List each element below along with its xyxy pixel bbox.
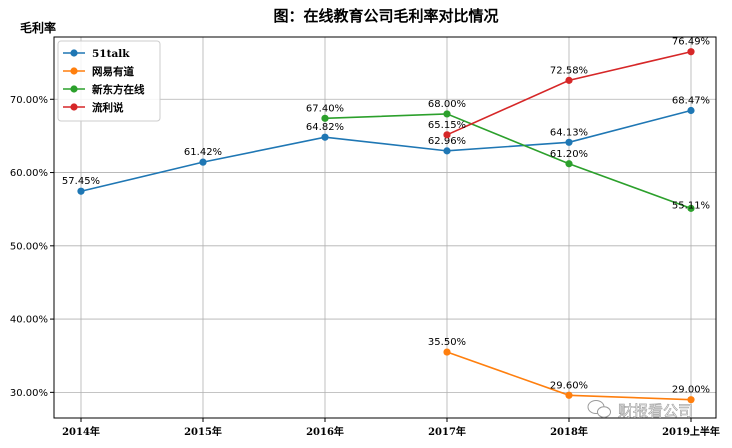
series-line	[80, 109, 692, 193]
legend-box	[57, 40, 161, 122]
data-point	[443, 110, 451, 118]
data-label: 61.42%	[184, 147, 222, 158]
data-label: 76.49%	[672, 37, 710, 48]
axes: 30.00% 40.00% 50.00% 60.00% 70.00% 2014年 2015年…	[10, 36, 720, 438]
x-tick-label: 2018年	[550, 425, 588, 438]
legend-label: 网易有道	[92, 65, 134, 78]
legend-marker	[70, 85, 78, 93]
watermark-text: 财报看公司	[618, 402, 693, 420]
x-tick-label: 2017年	[428, 425, 466, 438]
data-point	[321, 114, 329, 122]
series-lines: 57.45% 61.42% 64.82% 62.96% 64.13% 68.47% 35.5…	[62, 37, 710, 404]
x-tick-label: 2015年	[184, 425, 222, 438]
y-tick-label: 70.00%	[10, 95, 48, 106]
chart-title: 图：在线教育公司毛利率对比情况	[273, 7, 498, 25]
y-tick-label: 60.00%	[10, 168, 48, 179]
x-tick-label: 2014年	[62, 425, 100, 438]
data-label: 61.20%	[550, 149, 588, 160]
data-label: 29.60%	[550, 380, 588, 391]
legend-marker	[70, 103, 78, 111]
data-point	[321, 133, 329, 141]
legend-marker	[70, 67, 78, 75]
series-line	[324, 113, 692, 210]
data-point	[443, 131, 451, 139]
data-point	[687, 396, 695, 404]
y-tick-label: 50.00%	[10, 241, 48, 252]
legend-label: 51talk	[92, 48, 130, 60]
data-label: 64.13%	[550, 127, 588, 138]
grid-lines	[54, 37, 716, 418]
data-label: 62.96%	[428, 136, 466, 147]
y-axis-label: 毛利率	[20, 20, 56, 35]
data-point	[565, 391, 573, 399]
data-point	[565, 138, 573, 146]
legend-label: 新东方在线	[92, 83, 145, 96]
data-label: 35.50%	[428, 337, 466, 348]
data-point	[443, 147, 451, 155]
y-tick-label: 30.00%	[10, 388, 48, 399]
data-point	[565, 160, 573, 168]
plot-frame	[53, 36, 717, 419]
wechat-icon	[587, 400, 611, 418]
data-label: 72.58%	[550, 65, 588, 76]
data-label: 67.40%	[306, 103, 344, 114]
data-label: 68.47%	[672, 95, 710, 106]
data-point	[77, 187, 85, 195]
watermark: 财报看公司	[587, 400, 693, 420]
data-point	[687, 48, 695, 56]
legend-marker	[70, 49, 78, 57]
data-label: 29.00%	[672, 385, 710, 396]
x-tick-label: 2016年	[306, 425, 344, 438]
data-label: 57.45%	[62, 176, 100, 187]
data-point	[443, 348, 451, 356]
data-label: 55.11%	[672, 200, 710, 211]
x-tick-label: 2019上半年	[662, 425, 720, 438]
data-label: 64.82%	[306, 122, 344, 133]
legend-label: 流利说	[92, 101, 124, 114]
data-point	[565, 76, 573, 84]
data-point	[687, 106, 695, 115]
data-label: 65.15%	[428, 120, 466, 131]
y-tick-label: 40.00%	[10, 315, 48, 326]
data-point	[199, 158, 207, 166]
data-label: 68.00%	[428, 99, 466, 110]
data-point	[687, 204, 695, 212]
